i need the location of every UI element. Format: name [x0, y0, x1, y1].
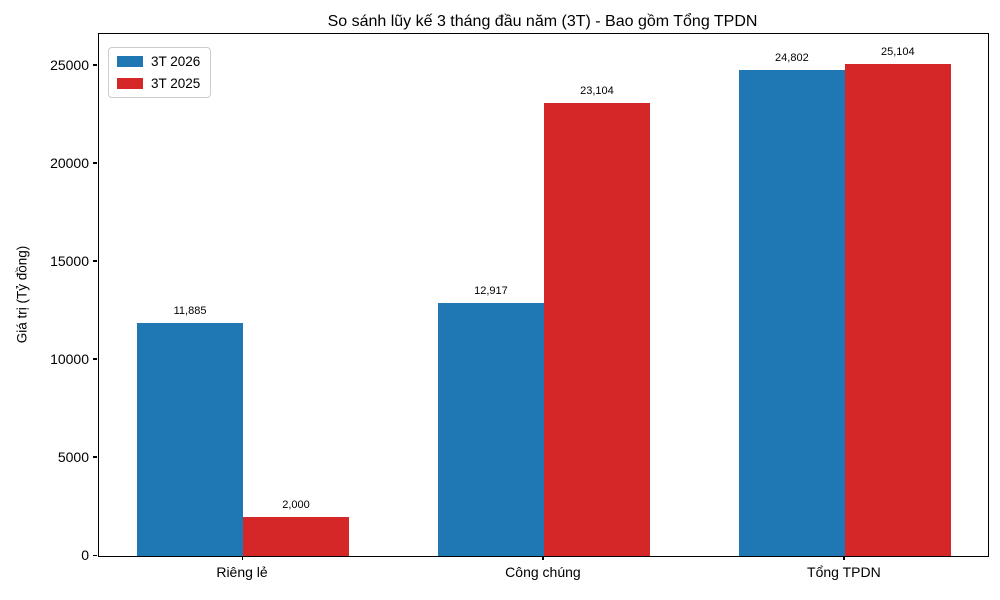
y-tick-label: 20000: [50, 154, 89, 171]
legend-item-3t-2025: 3T 2025: [117, 76, 200, 91]
legend-item-3t-2026: 3T 2026: [117, 54, 200, 69]
x-tick-mark: [843, 556, 845, 560]
y-tick-label: 15000: [50, 252, 89, 269]
y-tick-mark: [93, 260, 97, 262]
y-tick-label: 10000: [50, 350, 89, 367]
x-tick-label-2: Tổng TPDN: [807, 564, 881, 580]
y-tick-label: 25000: [50, 56, 89, 73]
legend-label-3t-2026: 3T 2026: [151, 54, 201, 69]
bar-3t-2025-2: [844, 63, 951, 556]
bar-3t-2026-2: [738, 69, 845, 556]
x-tick-label-1: Công chúng: [505, 564, 581, 580]
legend-label-3t-2025: 3T 2025: [151, 76, 201, 91]
bar-3t-2025-0: [243, 516, 349, 556]
bar-value-label: 23,104: [580, 85, 614, 98]
legend-swatch-3t-2025: [117, 78, 143, 89]
legend: 3T 2026 3T 2025: [108, 47, 212, 98]
bar-value-label: 25,104: [881, 45, 915, 58]
x-tick-mark: [542, 556, 544, 560]
x-tick-label-0: Riêng lẻ: [216, 564, 268, 580]
y-tick-label: 5000: [57, 448, 89, 465]
chart-title: So sánh lũy kế 3 tháng đầu năm (3T) - Ba…: [327, 13, 758, 30]
bar-value-label: 11,885: [173, 305, 207, 318]
x-tick-mark: [241, 556, 243, 560]
y-tick-mark: [93, 64, 97, 66]
bar-value-label: 24,802: [775, 51, 809, 64]
bar-3t-2025-1: [543, 103, 650, 556]
legend-swatch-3t-2026: [117, 56, 143, 67]
bar-value-label: 2,000: [282, 498, 310, 511]
y-tick-mark: [93, 162, 97, 164]
y-tick-mark: [93, 456, 97, 458]
y-tick-label: 0: [81, 547, 89, 563]
y-tick-mark: [93, 358, 97, 360]
y-tick-mark: [93, 554, 97, 556]
plot-area: 3T 2026 3T 2025 11,885 12,917 24,802 2,000 2…: [98, 33, 989, 557]
y-axis-label: Giá trị (Tỷ đồng): [14, 245, 30, 344]
bar-3t-2026-0: [137, 323, 244, 556]
bar-value-label: 12,917: [474, 284, 508, 297]
bar-3t-2026-1: [437, 302, 544, 556]
